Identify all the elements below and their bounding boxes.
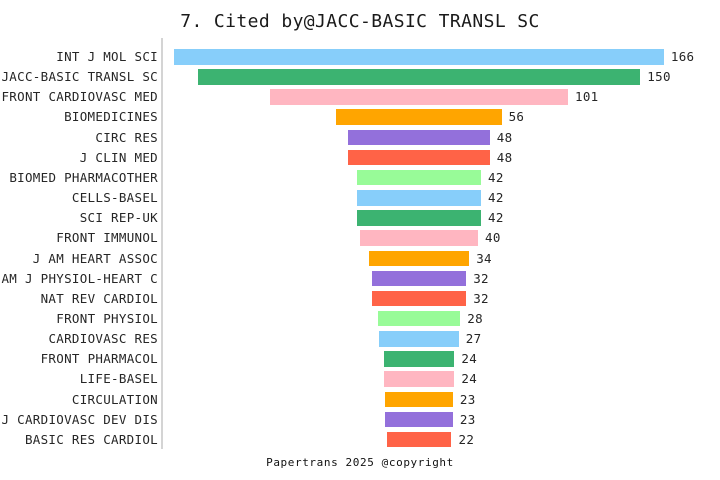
value-label: 24	[461, 351, 478, 367]
value-label: 42	[488, 169, 504, 185]
category-label: NAT REV CARDIOL	[40, 290, 158, 306]
bar	[357, 190, 481, 206]
bar	[357, 169, 481, 186]
category-label: JACC-BASIC TRANSL SC	[1, 69, 158, 85]
chart-title: 7. Cited by@JACC-BASIC TRANSL SC	[180, 11, 540, 32]
value-label: 23	[459, 391, 476, 407]
bar	[371, 290, 467, 307]
category-label: J CLIN MED	[79, 149, 158, 165]
bar	[336, 109, 502, 125]
value-label: 101	[575, 89, 599, 105]
bar	[174, 49, 664, 65]
bar	[371, 270, 467, 287]
category-label: FRONT IMMUNOL	[56, 230, 158, 246]
bar	[383, 371, 455, 387]
category-label: CIRC RES	[95, 129, 158, 145]
value-label: 34	[476, 250, 492, 266]
y-axis-line	[161, 38, 163, 449]
value-label: 32	[473, 290, 489, 306]
category-label: INT J MOL SCI	[56, 49, 158, 64]
category-label: BIOMED PHARMACOTHER	[9, 169, 158, 185]
bar	[348, 129, 490, 146]
copyright-text: Papertrans 2025 @copyright	[266, 456, 454, 469]
bar	[270, 89, 568, 105]
category-label: BIOMEDICINES	[64, 109, 158, 125]
value-label: 24	[461, 371, 478, 387]
value-label: 27	[465, 331, 482, 347]
category-label: FRONT PHYSIOL	[56, 310, 158, 326]
value-label: 166	[670, 49, 695, 64]
category-label: LIFE-BASEL	[79, 371, 158, 387]
bar	[385, 411, 453, 428]
bar	[386, 431, 452, 448]
value-label: 23	[459, 411, 476, 427]
bar	[379, 331, 459, 347]
bar	[385, 391, 453, 407]
bar	[368, 250, 470, 266]
value-label: 150	[647, 69, 671, 85]
value-label: 42	[488, 190, 504, 205]
bar	[377, 310, 461, 327]
category-label: CARDIOVASC RES	[48, 331, 158, 347]
category-label: J CARDIOVASC DEV DIS	[1, 411, 158, 427]
bar	[383, 351, 455, 367]
category-label: BASIC RES CARDIOL	[24, 431, 158, 447]
category-label: CELLS-BASEL	[71, 190, 158, 205]
category-label: SCI REP-UK	[79, 210, 158, 226]
value-label: 32	[473, 270, 489, 286]
category-label: CIRCULATION	[71, 391, 158, 407]
value-label: 28	[467, 310, 483, 326]
bar	[197, 69, 641, 85]
value-label: 48	[496, 149, 513, 165]
bar	[357, 210, 481, 226]
bar	[348, 149, 490, 166]
category-label: J AM HEART ASSOC	[32, 250, 158, 266]
value-label: 40	[485, 230, 501, 246]
bar	[360, 230, 478, 246]
category-label: FRONT PHARMACOL	[40, 351, 158, 367]
category-label: FRONT CARDIOVASC MED	[1, 89, 158, 105]
value-label: 42	[488, 210, 504, 226]
category-label: AM J PHYSIOL-HEART C	[1, 270, 158, 286]
value-label: 22	[458, 431, 475, 447]
value-label: 56	[508, 109, 525, 125]
value-label: 48	[496, 129, 513, 145]
